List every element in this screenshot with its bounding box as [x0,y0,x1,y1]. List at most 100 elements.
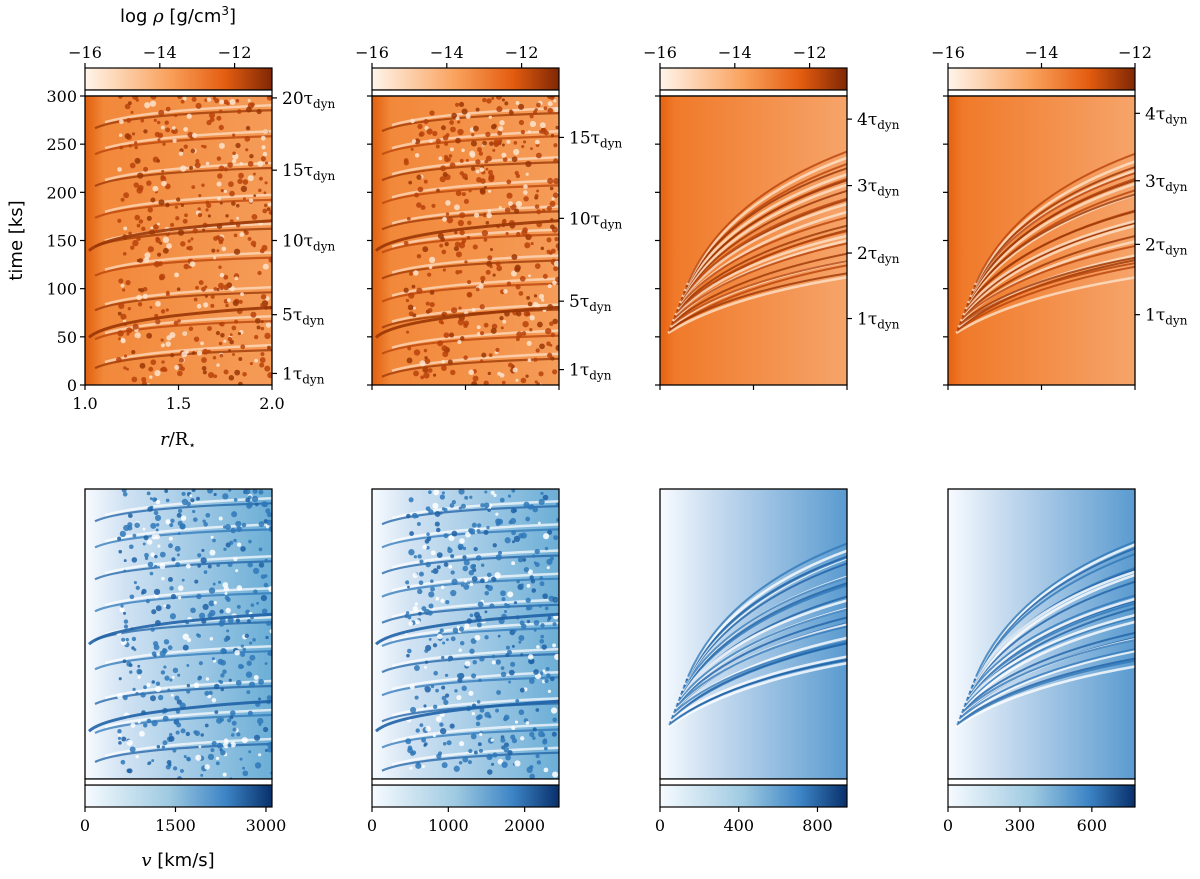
clump [209,637,214,641]
clump [423,704,427,708]
clump [479,656,485,662]
clump [412,572,418,579]
clump [469,582,474,587]
colorbar-separator [84,778,273,786]
clump [552,280,557,286]
colorbar-tick-label: 0 [367,816,377,835]
clump [134,522,140,528]
light-band [391,697,559,717]
clump [268,525,272,533]
clump [528,274,531,278]
clump [170,593,177,600]
clump [484,590,489,596]
clump [515,231,521,237]
clump [533,110,537,115]
clump [425,561,431,568]
clump [451,307,458,314]
clump [521,145,525,149]
clump [227,743,232,748]
clump [529,315,535,321]
clump [149,100,157,107]
clump [211,697,217,703]
clump [479,331,485,336]
clump [251,495,259,503]
clump [237,381,243,385]
clump [455,137,461,144]
clump [214,710,219,715]
clump [182,218,188,224]
clump [221,246,227,252]
shell-arc [674,234,847,316]
clump [552,622,557,627]
clump [542,739,548,745]
clump [254,358,259,363]
light-band [104,586,272,607]
clump [124,133,131,139]
clump [488,353,493,357]
clump [200,557,207,564]
clump [447,546,451,550]
clump [198,612,206,619]
clump [459,741,465,747]
clump [437,340,444,347]
clump [187,131,194,138]
clump [464,579,468,583]
clump [536,102,541,108]
clump [413,349,421,356]
clump [535,152,542,159]
clump [229,333,233,337]
clump [476,523,482,528]
streak-band [381,751,559,772]
clump [414,602,419,606]
clump [446,740,452,746]
clump [498,138,503,143]
clump [264,365,271,372]
clump [246,619,251,624]
clump [232,133,236,137]
clump [540,491,544,496]
clump [408,549,415,556]
clump [232,727,237,732]
clump [424,660,429,664]
clump [162,740,168,746]
clump [463,198,469,205]
clump [440,727,447,735]
clump [405,611,410,615]
clump [116,693,123,699]
clump [430,586,435,592]
clump [462,756,469,763]
clump [235,569,239,573]
clump [183,755,187,759]
clump [212,582,216,586]
clump [539,576,544,580]
clump [131,350,136,355]
clump [467,220,472,226]
clump [181,578,185,582]
shell-arc [968,193,1135,300]
clump [153,224,159,230]
clump [503,742,509,748]
clump [553,143,558,148]
clump [527,130,531,134]
x-axis-label: r/R⋆ [160,429,196,452]
clump [432,373,437,377]
clump [185,563,191,569]
clump [484,610,488,614]
clump [234,649,240,656]
clump [164,675,170,681]
clump [118,741,122,745]
clump [150,522,157,529]
clump [553,107,559,113]
clump [195,102,202,109]
clump [139,730,145,737]
clump [495,96,502,100]
clump [523,184,528,189]
clump [182,633,189,640]
clump [131,557,138,563]
clump [496,518,504,525]
clump [449,503,455,508]
clump [194,579,199,584]
clump [414,153,420,158]
clump [466,291,473,298]
clump [447,658,451,662]
